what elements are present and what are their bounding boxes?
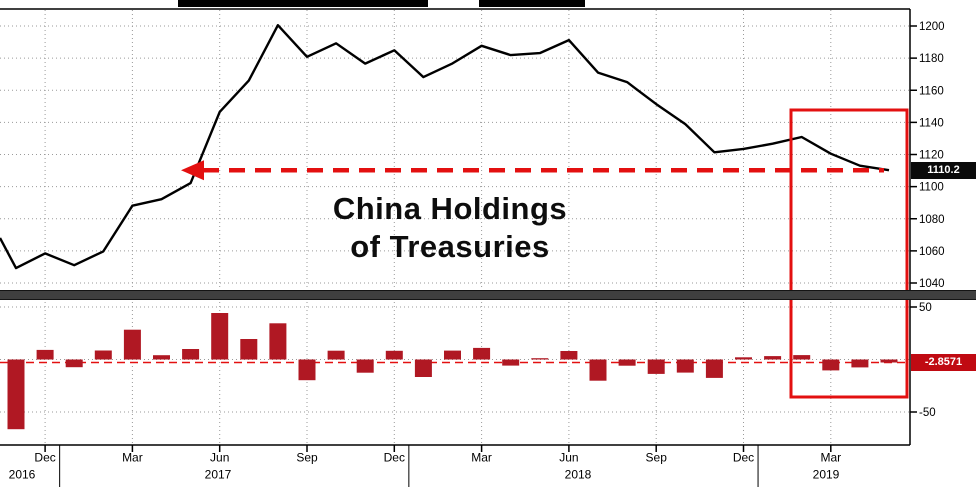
toolbar-remnant	[479, 0, 585, 7]
y-axis-labels: 1200 1180 1160 1140 1120 1100 1080 1060 1040 50 -5…	[919, 21, 945, 419]
change-bar	[444, 350, 461, 360]
chart-title-line1: China Holdings	[332, 191, 568, 226]
arrowhead	[181, 160, 204, 181]
gridlines	[0, 10, 910, 444]
x-tick-label: Jun	[559, 451, 578, 465]
change-bar	[880, 359, 898, 363]
change-bar	[502, 359, 520, 366]
x-tick-label: Sep	[646, 451, 668, 465]
change-bar	[269, 323, 287, 360]
x-tick-label: Dec	[34, 451, 55, 465]
y-tick-label: 50	[919, 302, 932, 314]
last-change-badge: -2.8571	[911, 354, 976, 371]
change-bar	[182, 349, 200, 360]
x-axis-labels: Dec Mar Jun Sep Dec Mar Jun Sep Dec Mar 2016 2017 20…	[9, 451, 841, 482]
y-tick-label: 1100	[919, 182, 944, 194]
change-bar	[793, 355, 811, 360]
change-bar	[560, 351, 578, 360]
toolbar-remnant	[178, 0, 428, 7]
year-label: 2016	[9, 468, 36, 482]
x-tick-label: Mar	[471, 451, 492, 465]
change-bar	[94, 350, 112, 360]
chart-title-line2: of Treasuries	[350, 229, 550, 264]
x-tick-label: Sep	[296, 451, 318, 465]
change-bar	[298, 359, 316, 381]
change-bar	[473, 347, 491, 360]
panel-divider[interactable]	[0, 290, 976, 300]
change-bar	[123, 329, 141, 360]
trend-arrow	[181, 160, 884, 181]
change-bar	[414, 359, 432, 377]
change-bar	[705, 359, 723, 378]
x-tick-label: Mar	[820, 451, 841, 465]
change-bar	[385, 350, 403, 360]
year-label: 2017	[205, 468, 232, 482]
change-bar	[36, 349, 54, 360]
highlight-rect	[789, 108, 909, 399]
change-bar	[676, 359, 694, 373]
x-tick-label: Jun	[210, 451, 229, 465]
change-bar	[618, 359, 636, 366]
y-tick-label: 1140	[919, 117, 944, 129]
change-bar	[851, 359, 869, 368]
x-tick-label: Mar	[122, 451, 143, 465]
year-label: 2019	[813, 468, 840, 482]
y-tick-label: 1200	[919, 21, 945, 33]
change-bar	[65, 359, 83, 368]
y-tick-label: 1040	[919, 278, 945, 290]
change-bar	[153, 355, 170, 360]
axes	[0, 8, 917, 487]
change-bar	[7, 359, 25, 430]
change-bar	[647, 359, 665, 374]
change-bar	[327, 350, 345, 360]
year-label: 2018	[565, 468, 592, 482]
last-price-badge: 1110.2	[911, 162, 976, 179]
y-tick-label: 1120	[919, 150, 944, 162]
change-bar	[764, 356, 782, 360]
y-tick-label: 1060	[919, 246, 945, 258]
change-bar	[589, 359, 607, 381]
change-bars	[7, 313, 898, 430]
x-tick-label: Dec	[733, 451, 754, 465]
change-bar	[735, 357, 752, 360]
chart-title: China Holdings of Treasuries	[250, 190, 650, 266]
y-tick-label: 1080	[919, 214, 945, 226]
x-tick-label: Dec	[384, 451, 405, 465]
change-bar	[531, 358, 549, 360]
holdings-line	[0, 24, 890, 270]
change-bar	[356, 359, 374, 373]
change-bar	[822, 359, 840, 371]
y-tick-label: 1180	[919, 53, 944, 65]
change-bar	[240, 339, 258, 360]
y-tick-label: 1160	[919, 85, 944, 97]
y-tick-label: -50	[919, 407, 936, 419]
change-bar	[211, 313, 229, 360]
